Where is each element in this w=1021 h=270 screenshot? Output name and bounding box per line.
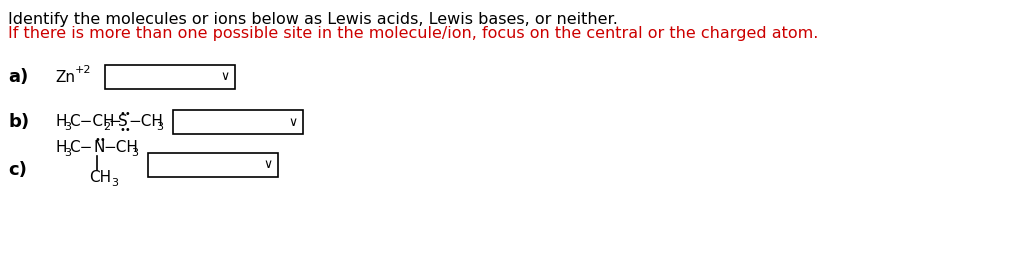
Text: b): b): [8, 113, 30, 131]
Text: 3: 3: [156, 122, 163, 132]
Text: −CH: −CH: [128, 114, 163, 130]
Text: 2: 2: [103, 122, 110, 132]
Text: Identify the molecules or ions below as Lewis acids, Lewis bases, or neither.: Identify the molecules or ions below as …: [8, 12, 618, 27]
Text: ••: ••: [119, 125, 131, 135]
Text: S: S: [118, 114, 128, 130]
Text: ••: ••: [94, 135, 106, 145]
Text: CH: CH: [89, 170, 111, 185]
Text: 3: 3: [131, 148, 138, 158]
Text: ∨: ∨: [221, 70, 230, 83]
Text: C−CH: C−CH: [69, 114, 114, 130]
Text: +2: +2: [75, 65, 92, 75]
Text: c): c): [8, 161, 27, 179]
FancyBboxPatch shape: [105, 65, 235, 89]
Text: H: H: [55, 114, 66, 130]
Text: N: N: [93, 140, 104, 156]
Text: −: −: [108, 114, 120, 130]
Text: C−: C−: [69, 140, 92, 156]
Text: 3: 3: [64, 122, 71, 132]
Text: 3: 3: [111, 178, 118, 188]
Text: ••: ••: [119, 109, 131, 119]
Text: a): a): [8, 68, 29, 86]
Text: Zn: Zn: [55, 69, 75, 85]
Text: ∨: ∨: [289, 116, 297, 129]
Text: H: H: [55, 140, 66, 156]
FancyBboxPatch shape: [173, 110, 303, 134]
Text: ∨: ∨: [263, 158, 273, 171]
Text: 3: 3: [64, 148, 71, 158]
FancyBboxPatch shape: [148, 153, 278, 177]
Text: −CH: −CH: [103, 140, 138, 156]
Text: If there is more than one possible site in the molecule/ion, focus on the centra: If there is more than one possible site …: [8, 26, 819, 41]
